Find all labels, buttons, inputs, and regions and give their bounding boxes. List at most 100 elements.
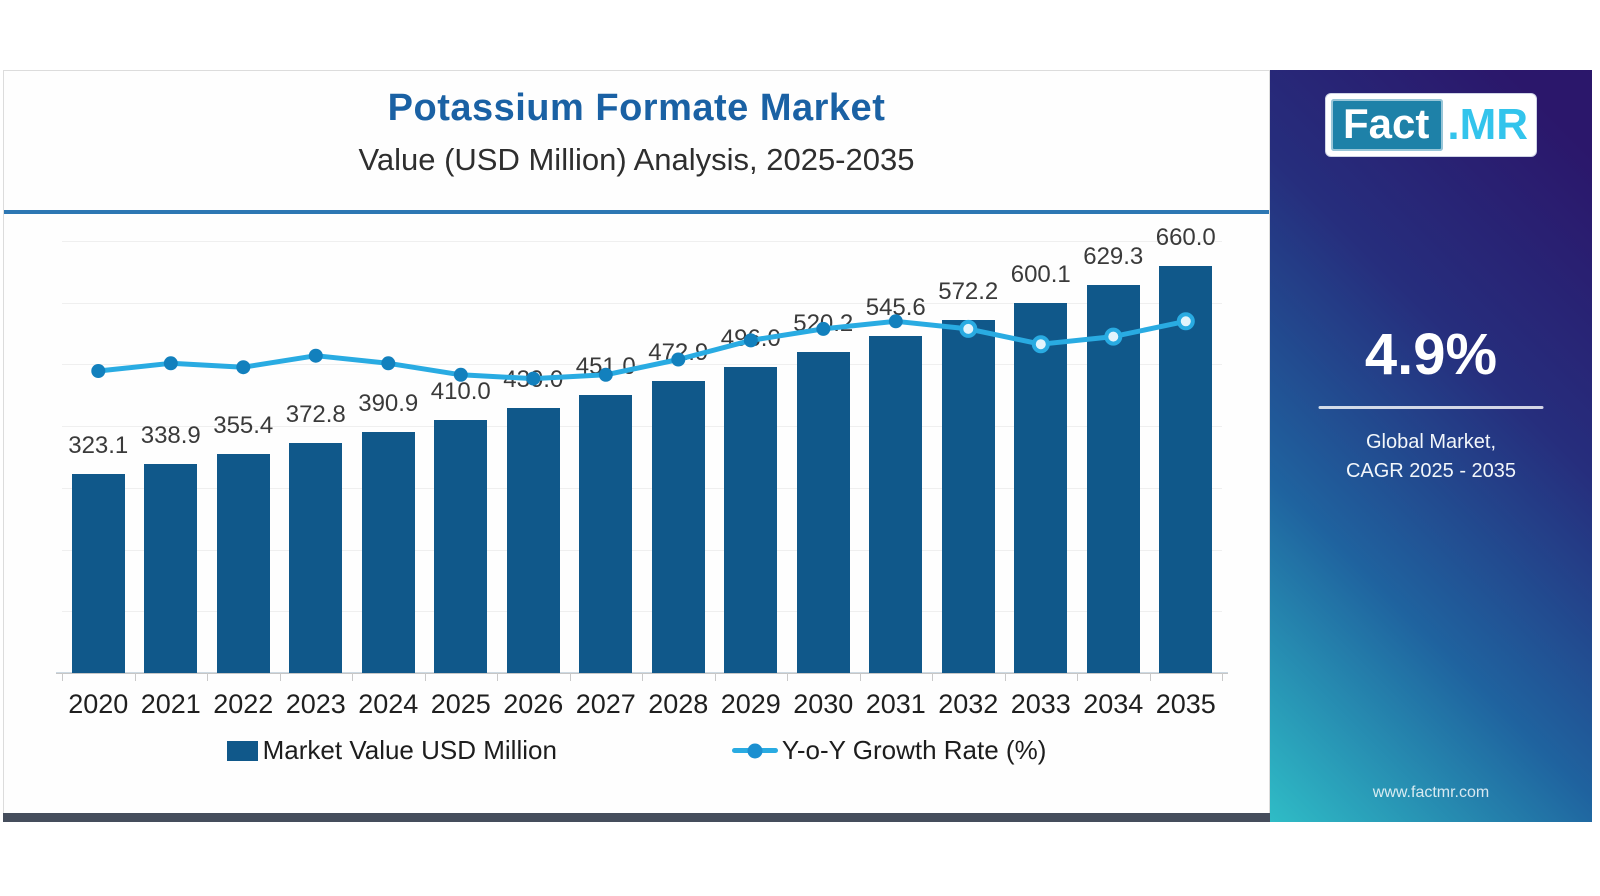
panel-divider-line	[1318, 406, 1544, 409]
header-divider-line	[4, 210, 1269, 214]
x-axis-label: 2025	[430, 689, 491, 719]
brand-panel: Fact .MR 4.9% Global Market, CAGR 2025 -…	[1270, 70, 1592, 822]
bar	[724, 366, 778, 673]
yoy-line-marker	[1176, 312, 1195, 331]
x-axis-tick	[134, 673, 136, 681]
bar	[361, 431, 415, 673]
logo-fact-text: Fact	[1330, 99, 1444, 151]
chart-title: Potassium Formate Market	[387, 87, 886, 129]
bar-value-label: 600.1	[1010, 260, 1071, 288]
chart-subtitle: Value (USD Million) Analysis, 2025-2035	[358, 142, 915, 177]
website-url: www.factmr.com	[1372, 784, 1490, 801]
x-axis-label: 2022	[213, 689, 274, 719]
x-axis-label: 2035	[1155, 689, 1216, 719]
x-axis-label: 2030	[793, 689, 854, 719]
x-axis-tick	[569, 673, 571, 681]
x-axis-tick	[932, 673, 933, 681]
yoy-line-marker	[816, 321, 831, 336]
gridline	[62, 241, 1222, 242]
x-axis-tick	[1222, 673, 1223, 681]
gridline	[62, 302, 1222, 304]
x-axis-label: 2023	[285, 689, 346, 719]
x-axis-label: 2024	[358, 689, 419, 719]
bar	[434, 419, 488, 673]
x-axis-tick	[1004, 673, 1006, 681]
bar	[941, 319, 995, 673]
bar-value-label: 572.2	[938, 277, 999, 305]
x-axis-label: 2033	[1010, 689, 1071, 719]
x-axis-label: 2027	[575, 689, 636, 719]
yoy-line-marker	[1104, 327, 1123, 346]
legend-item-market-value: Market Value USD Million	[226, 735, 557, 766]
bar	[869, 336, 923, 673]
x-axis-tick	[1149, 673, 1151, 681]
yoy-line-marker	[888, 314, 903, 329]
bar-series-swatch-icon	[226, 740, 258, 761]
bar	[1014, 302, 1068, 673]
card-bottom-strip	[3, 813, 1270, 822]
yoy-line-marker	[381, 356, 396, 371]
x-axis-tick	[1077, 673, 1078, 681]
yoy-line-marker	[453, 367, 468, 382]
x-axis-label: 2032	[938, 689, 999, 719]
yoy-line-marker	[526, 371, 541, 386]
bar-value-label: 410.0	[430, 377, 491, 405]
line-series-dot-icon	[747, 743, 763, 758]
bar	[1086, 284, 1140, 673]
legend-bars-label: Market Value USD Million	[262, 735, 557, 765]
bar	[216, 453, 270, 673]
x-axis-label: 2020	[68, 689, 129, 719]
x-axis-tick	[714, 673, 716, 681]
bar	[506, 407, 560, 673]
bar	[289, 442, 343, 673]
bar-value-label: 629.3	[1083, 242, 1144, 270]
bar-value-label: 660.0	[1155, 223, 1216, 251]
logo-mr-text: .MR	[1447, 100, 1529, 149]
bar	[144, 463, 198, 673]
bar-value-label: 390.9	[358, 389, 419, 417]
bar-value-label: 355.4	[213, 411, 274, 439]
yoy-line-marker	[91, 364, 106, 378]
factmr-logo: Fact .MR	[1325, 94, 1537, 156]
x-axis-tick	[207, 673, 208, 681]
yoy-growth-line	[95, 318, 1189, 382]
bar	[579, 394, 633, 673]
x-axis-tick	[62, 673, 63, 681]
x-axis-tick	[352, 673, 353, 681]
x-axis-tick	[497, 673, 498, 681]
legend-item-growth-rate: Y-o-Y Growth Rate (%)	[731, 735, 1046, 766]
yoy-line-marker	[671, 352, 686, 367]
bar-value-label: 323.1	[68, 431, 129, 459]
bar	[796, 351, 850, 673]
yoy-growth-line-layer	[91, 312, 1195, 386]
x-axis-tick	[787, 673, 788, 681]
x-axis-tick	[424, 673, 426, 681]
yoy-line-marker	[598, 367, 613, 382]
cagr-label-line2: CAGR 2025 - 2035	[1345, 460, 1517, 482]
bar-value-label: 372.8	[285, 400, 346, 428]
chart-legend: Market Value USD Million Y-o-Y Growth Ra…	[4, 735, 1269, 766]
yoy-line-marker	[1031, 335, 1050, 354]
x-axis-label: 2026	[503, 689, 564, 719]
line-series-marker-icon	[731, 743, 778, 758]
bar	[71, 473, 125, 673]
cagr-label-line1: Global Market,	[1365, 431, 1497, 453]
x-axis-tick	[642, 673, 643, 681]
gridline	[62, 426, 1222, 428]
bar	[651, 381, 705, 673]
x-axis-label: 2028	[648, 689, 709, 719]
cagr-label: Global Market, CAGR 2025 - 2035	[1270, 428, 1592, 486]
x-axis-tick	[279, 673, 281, 681]
yoy-line-marker	[743, 333, 758, 348]
bar-value-label: 338.9	[140, 421, 201, 449]
chart-card: Potassium Formate Market Value (USD Mill…	[3, 70, 1270, 822]
yoy-line-marker	[236, 360, 251, 375]
plot-area: 323.1 2020 338.9 2021 355.4 2022 372.8 2023 390.…	[56, 224, 1228, 719]
gridline	[62, 611, 1222, 613]
x-axis-label: 2031	[865, 689, 926, 719]
x-axis-tick	[859, 673, 861, 681]
bar	[1159, 265, 1213, 673]
gridline	[62, 487, 1222, 489]
x-axis-label: 2034	[1083, 689, 1144, 719]
